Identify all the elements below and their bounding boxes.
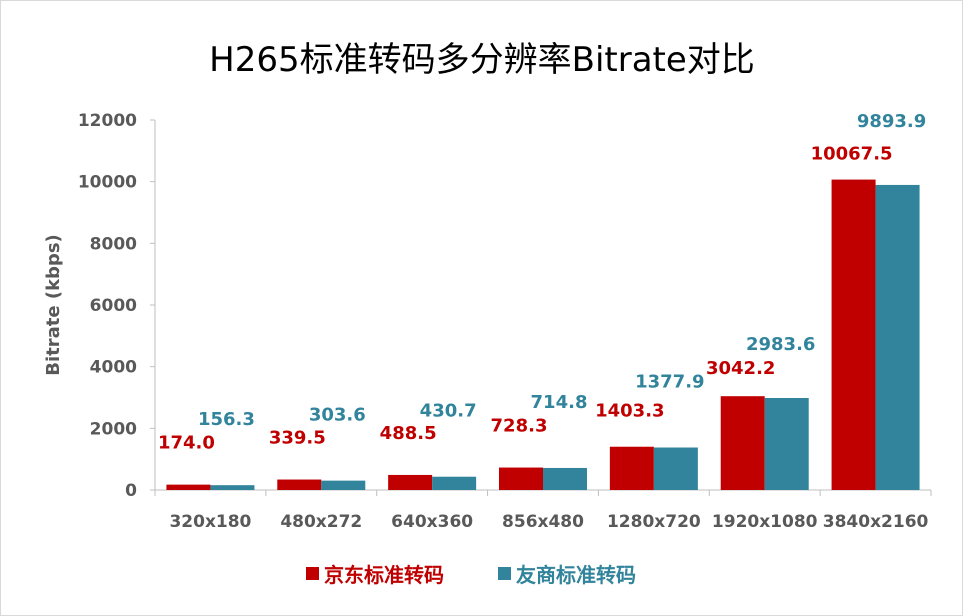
y-axis-title: Bitrate (kbps) (43, 234, 64, 376)
x-tick-label: 1280x720 (607, 512, 701, 532)
bar-series2-856x480 (543, 467, 587, 490)
data-label: 430.7 (420, 401, 477, 422)
bar-series1-320x180 (166, 484, 211, 490)
bar-series1-640x360 (388, 474, 433, 490)
data-label: 714.8 (531, 392, 588, 413)
bar-series2-1920x1080 (764, 398, 809, 490)
bar-series1-856x480 (499, 467, 543, 490)
y-tick-label: 8000 (90, 234, 137, 254)
x-axis-ticks: 320x180 480x272 640x360 856x480 1280x720 1920… (154, 490, 932, 532)
data-label: 156.3 (198, 409, 255, 430)
y-tick-label: 2000 (90, 419, 137, 439)
data-label: 10067.5 (811, 144, 893, 165)
x-tick-label: 3840x2160 (823, 512, 929, 532)
legend-swatch (306, 567, 319, 580)
x-tick-label: 640x360 (391, 512, 473, 532)
y-tick-label: 6000 (90, 296, 137, 316)
data-label: 1403.3 (595, 401, 664, 422)
data-label: 174.0 (158, 433, 215, 454)
legend-swatch (498, 567, 511, 580)
legend-label: 京东标准转码 (324, 563, 444, 587)
bar-series2-480x272 (321, 480, 366, 490)
bar-series2-320x180 (210, 485, 255, 490)
y-tick-label: 4000 (90, 358, 137, 378)
data-label: 728.3 (491, 416, 548, 437)
x-tick-label: 856x480 (502, 512, 584, 532)
bar-series1-3840x2160 (831, 179, 876, 490)
y-tick-label: 0 (125, 481, 137, 501)
bar-series (166, 179, 920, 490)
x-tick-label: 320x180 (169, 512, 251, 532)
x-tick-label: 480x272 (280, 512, 362, 532)
data-label: 9893.9 (857, 111, 926, 132)
data-label: 2983.6 (746, 334, 815, 355)
data-label: 339.5 (269, 428, 326, 449)
data-label: 303.6 (309, 405, 366, 426)
y-axis-ticks: 0 2000 4000 6000 8000 10000 12000 (78, 111, 155, 501)
y-tick-label: 10000 (78, 173, 137, 193)
x-tick-label: 1920x1080 (712, 512, 818, 532)
bar-series2-1280x720 (653, 447, 698, 490)
data-labels: 174.0 339.5 488.5 728.3 1403.3 3042.2 10067.5 1… (158, 111, 926, 454)
data-label: 1377.9 (635, 372, 704, 393)
data-label: 488.5 (380, 423, 437, 444)
y-tick-label: 12000 (78, 111, 137, 131)
bar-series1-1280x720 (609, 446, 654, 490)
bar-series2-3840x2160 (875, 184, 920, 490)
legend: 京东标准转码 友商标准转码 (306, 563, 636, 587)
legend-label: 友商标准转码 (516, 563, 636, 587)
bar-series1-1920x1080 (720, 396, 765, 490)
chart-title: H265标准转码多分辨率Bitrate对比 (209, 40, 755, 80)
data-label: 3042.2 (706, 358, 775, 379)
bar-series2-640x360 (432, 476, 477, 490)
bar-series1-480x272 (277, 479, 322, 490)
